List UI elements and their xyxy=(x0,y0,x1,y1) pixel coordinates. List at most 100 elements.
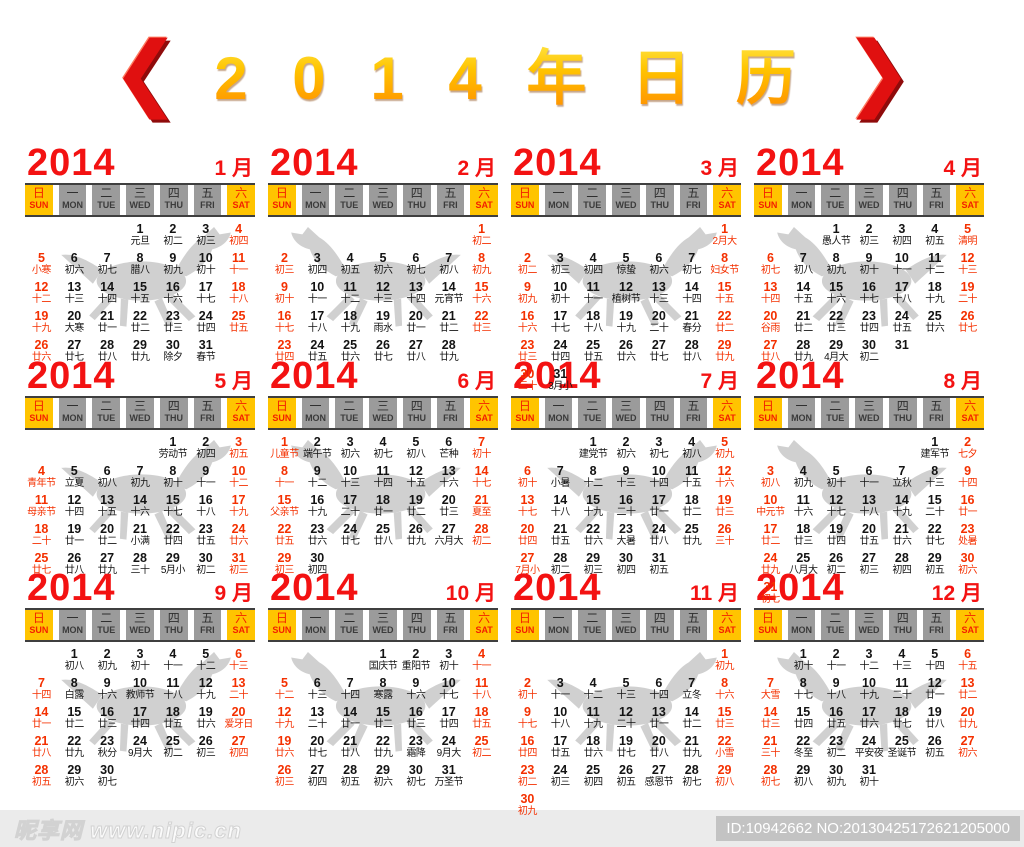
date-cell xyxy=(334,551,367,580)
weekday-cn-label: 日 xyxy=(761,398,774,413)
lunar-label: 十九 xyxy=(583,719,603,730)
date-cell: 2 初十 xyxy=(511,676,544,705)
date-cell: 11 十九 xyxy=(577,705,610,734)
weekday-en-label: WED xyxy=(372,412,394,423)
day-number: 24 xyxy=(894,309,909,323)
date-cell: 4 初七 xyxy=(367,435,400,464)
day-number: 29 xyxy=(376,763,390,777)
date-cell xyxy=(465,338,498,367)
day-number: 1 xyxy=(379,647,387,661)
date-cell: 14 十八 xyxy=(544,493,577,522)
date-cell: 4 十一 xyxy=(465,647,498,676)
lunar-label: 十一 xyxy=(826,661,846,672)
day-number: 28 xyxy=(100,338,115,352)
date-cell: 26 廿六 xyxy=(610,338,643,367)
weekday-cell-wed: 三 WED xyxy=(369,397,397,428)
day-number: 11 xyxy=(586,280,600,294)
date-cell: 14 十五 xyxy=(787,280,820,309)
day-number: 10 xyxy=(310,280,325,294)
prev-arrow-icon[interactable]: ❮ xyxy=(111,27,181,118)
weekday-en-label: MON xyxy=(62,200,84,210)
lunar-label: 十四 xyxy=(682,294,702,305)
date-cell: 20 廿一 xyxy=(399,309,432,338)
date-cell: 20 廿八 xyxy=(642,734,675,763)
day-number: 24 xyxy=(310,338,325,352)
weekday-cn-label: 日 xyxy=(275,611,288,625)
weekday-en-label: TUE xyxy=(340,200,359,210)
month-year: 2014 xyxy=(756,142,845,184)
day-number: 29 xyxy=(67,763,82,777)
lunar-label: 廿八 xyxy=(649,535,669,547)
weekday-cn-label: 一 xyxy=(795,611,808,625)
day-number: 9 xyxy=(865,251,873,265)
date-cell: 9 初九 xyxy=(156,251,189,280)
day-number: 11 xyxy=(928,251,942,265)
day-number: 2 xyxy=(280,251,288,265)
date-grid: 1 初九 2 初十 3 十一 4 十二 5 十三 6 十四 7 立冬 8 十六 9 十七 10 十八 11 十九 12 二十 1… xyxy=(511,647,741,821)
day-number: 12 xyxy=(619,705,633,719)
date-cell: 21 廿五 xyxy=(544,522,577,551)
date-cell xyxy=(675,792,708,821)
date-cell: 31 初十 xyxy=(853,763,886,792)
date-cell xyxy=(301,222,334,251)
day-number: 22 xyxy=(586,521,601,536)
weekday-cell-tue: 二 TUE xyxy=(578,610,607,640)
lunar-label: 廿一 xyxy=(406,323,426,334)
date-cell: 24 廿四 xyxy=(544,338,577,367)
lunar-label: 十三 xyxy=(892,661,912,672)
day-number: 8 xyxy=(379,676,387,690)
day-number: 22 xyxy=(165,521,180,536)
lunar-label: 十六 xyxy=(472,294,492,305)
lunar-label: 初十 xyxy=(826,477,846,489)
day-number: 14 xyxy=(133,492,147,507)
lunar-label: 初七 xyxy=(406,265,426,276)
lunar-label: 十四 xyxy=(406,294,426,305)
month-header: 2014 6 月 xyxy=(268,357,498,395)
lunar-label: 处暑 xyxy=(958,535,978,547)
month-year: 2014 xyxy=(513,354,602,397)
day-number: 29 xyxy=(717,763,732,777)
lunar-label: 十六 xyxy=(517,323,537,334)
lunar-label: 初八 xyxy=(793,777,813,788)
weekday-en-label: FRI xyxy=(443,200,458,210)
lunar-label: 十七 xyxy=(517,506,537,518)
weekday-cell-wed: 三 WED xyxy=(855,610,883,640)
next-arrow-icon[interactable]: ❯ xyxy=(843,27,913,118)
date-cell: 18 十八 xyxy=(222,280,255,309)
weekday-cn-label: 一 xyxy=(552,186,565,200)
date-cell: 27 廿七 xyxy=(642,338,675,367)
day-number: 9 xyxy=(622,463,630,478)
weekday-cell-thu: 四 THU xyxy=(888,397,917,428)
weekday-cn-label: 四 xyxy=(167,398,180,413)
weekday-cell-thu: 四 THU xyxy=(402,185,431,215)
date-cell: 20 谷雨 xyxy=(754,309,787,338)
lunar-label: 十一 xyxy=(163,661,183,672)
lunar-label: 三十 xyxy=(715,535,735,547)
lunar-label: 初二 xyxy=(517,265,537,276)
lunar-label: 初三 xyxy=(583,564,603,576)
date-cell: 18 廿五 xyxy=(465,705,498,734)
date-cell: 3 初七 xyxy=(642,435,675,464)
date-cell: 30 初七 xyxy=(91,763,124,792)
date-cell xyxy=(511,647,544,676)
date-cell: 7 大雪 xyxy=(754,676,787,705)
day-number: 3 xyxy=(655,434,663,449)
lunar-label: 初八 xyxy=(715,777,735,788)
weekday-en-label: FRI xyxy=(200,625,215,635)
weekday-cell-mon: 一 MON xyxy=(58,185,87,215)
day-number: 25 xyxy=(894,734,909,748)
date-cell: 15 廿二 xyxy=(367,705,400,734)
date-cell: 7 初七 xyxy=(675,251,708,280)
lunar-label: 十八 xyxy=(472,690,492,701)
lunar-label: 初三 xyxy=(274,265,294,276)
lunar-label: 廿五 xyxy=(892,323,912,334)
day-number: 9 xyxy=(523,280,531,294)
date-cell: 30 初七 xyxy=(399,763,432,792)
lunar-label: 初十 xyxy=(472,448,492,460)
lunar-label: 初二 xyxy=(826,564,846,576)
day-number: 16 xyxy=(165,280,180,294)
date-cell xyxy=(885,435,918,464)
day-number: 15 xyxy=(376,705,390,719)
lunar-label: 廿二 xyxy=(439,323,459,334)
weekday-cell-sat: 六 SAT xyxy=(713,610,741,640)
